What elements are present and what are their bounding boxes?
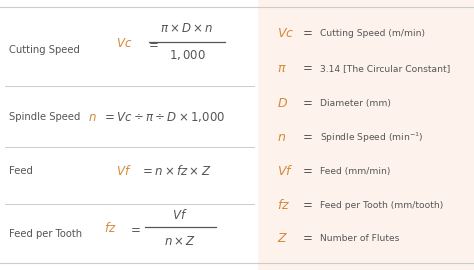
Text: Feed per Tooth: Feed per Tooth (9, 228, 82, 239)
Text: Spindle Speed (min$^{-1}$): Spindle Speed (min$^{-1}$) (320, 130, 423, 145)
Text: Diameter (mm): Diameter (mm) (320, 99, 391, 109)
Text: Feed (mm/min): Feed (mm/min) (320, 167, 390, 176)
Text: $\mathit{Vc}$: $\mathit{Vc}$ (116, 37, 132, 50)
Text: $\mathit{fz}$: $\mathit{fz}$ (104, 221, 117, 235)
Text: Cutting Speed: Cutting Speed (9, 45, 81, 55)
Text: $\mathit{Z}$: $\mathit{Z}$ (277, 232, 288, 245)
Text: =: = (303, 131, 313, 144)
Text: =: = (303, 62, 313, 75)
Text: =: = (303, 97, 313, 110)
Text: $= \mathit{Vc \div \pi \div D \times 1{,}000}$: $= \mathit{Vc \div \pi \div D \times 1{,… (102, 110, 225, 124)
Text: $\mathit{n \times Z}$: $\mathit{n \times Z}$ (164, 235, 196, 248)
Text: $\mathit{n}$: $\mathit{n}$ (88, 111, 96, 124)
Bar (258, 0, 474, 270)
Text: =: = (303, 199, 313, 212)
Text: $=$: $=$ (128, 222, 141, 235)
Text: $\mathit{\pi}$: $\mathit{\pi}$ (277, 62, 287, 75)
Text: $\mathit{1,000}$: $\mathit{1,000}$ (169, 48, 206, 62)
Text: 3.14 [The Circular Constant]: 3.14 [The Circular Constant] (320, 64, 450, 73)
Text: Spindle Speed: Spindle Speed (9, 112, 81, 123)
Text: =: = (303, 27, 313, 40)
Text: $\mathit{Vf}$: $\mathit{Vf}$ (172, 208, 188, 222)
Text: $\mathit{n}$: $\mathit{n}$ (277, 131, 286, 144)
Text: Feed: Feed (9, 166, 33, 177)
Text: $\mathit{Vc}$: $\mathit{Vc}$ (277, 27, 294, 40)
Text: Cutting Speed (m/min): Cutting Speed (m/min) (320, 29, 425, 38)
Text: =: = (303, 232, 313, 245)
Text: $\mathit{Vf}$: $\mathit{Vf}$ (277, 164, 294, 178)
Text: $\mathit{Vf}$: $\mathit{Vf}$ (116, 164, 132, 178)
Text: $=$: $=$ (146, 37, 159, 50)
Text: $\mathit{fz}$: $\mathit{fz}$ (277, 198, 291, 212)
Text: Feed per Tooth (mm/tooth): Feed per Tooth (mm/tooth) (320, 201, 443, 210)
Text: $\mathit{\pi \times D \times n}$: $\mathit{\pi \times D \times n}$ (160, 22, 214, 35)
Text: $= \mathit{n \times fz \times Z}$: $= \mathit{n \times fz \times Z}$ (140, 164, 211, 178)
Text: Number of Flutes: Number of Flutes (320, 234, 399, 244)
Text: =: = (303, 165, 313, 178)
Text: $\mathit{D}$: $\mathit{D}$ (277, 97, 288, 110)
